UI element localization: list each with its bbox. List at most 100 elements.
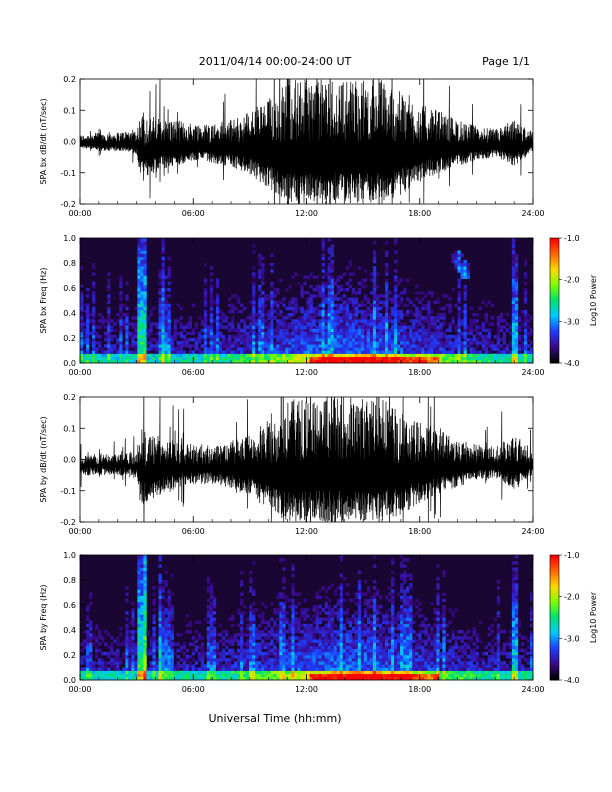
spectrogram-cell [345,633,350,637]
spectrogram-cell [270,328,274,333]
spectrogram-cell [321,309,325,314]
spectrogram-cell [418,338,422,342]
spectrogram-cell [240,341,244,345]
spectrogram-cell [333,338,337,342]
spectrogram-cell [119,350,123,354]
spectrogram-cell [258,661,262,665]
spectrogram-cell [375,294,380,298]
spectrogram-cell [86,359,90,364]
spectrogram-cell [342,598,347,603]
spectrogram-cell [212,667,217,671]
spectrogram-cell [366,322,371,326]
spectrogram-cell [445,350,449,354]
spectrogram-cell [333,353,337,358]
spectrogram-cell [321,673,325,678]
spectrogram-cell [194,676,199,681]
spectrogram-cell [119,670,123,675]
spectrogram-cell [158,359,162,364]
spectrogram-cell [182,670,186,675]
spectrogram-cell [372,241,377,245]
spectrogram-cell [107,325,111,329]
spectrogram-cell [152,620,156,625]
spectrogram-cell [258,359,262,364]
spectrogram-cell [243,350,247,354]
spectrogram-cell [351,630,356,634]
spectrogram-cell [378,313,383,317]
spectrogram-cell [342,313,347,317]
spectrogram-cell [240,334,244,339]
spectrogram-cell [209,633,214,637]
spectrogram-cell [240,338,244,342]
spectrogram-cell [388,667,392,671]
spectrogram-cell [306,614,310,618]
spectrogram-cell [487,328,492,333]
spectrogram-cell [140,648,144,653]
spectrogram-cell [282,350,286,354]
spectrogram-cell [478,353,482,358]
spectrogram-cell [448,359,452,364]
spectrogram-cell [348,642,353,646]
spectrogram-cell [267,316,271,320]
spectrogram-cell [375,673,380,678]
spectrogram-cell [104,338,108,342]
spectrogram-cell [517,344,522,348]
spectrogram-cell [499,313,504,317]
spectrogram-cell [300,347,304,351]
spectrogram-cell [523,272,528,276]
spectrogram-cell [140,614,144,618]
spectrogram-cell [173,651,177,656]
spectrogram-cell [107,297,111,301]
spectrogram-cell [270,319,274,323]
spectrogram-cell [315,334,319,339]
spectrogram-cell [412,325,416,329]
spectrogram-cell [143,250,147,254]
spectrogram-cell [282,595,286,600]
spectrogram-cell [345,322,350,326]
spectrogram-cell [366,614,371,618]
spectrogram-cell [101,316,105,320]
spectrogram-cell [143,259,147,264]
spectrogram-cell [164,331,168,336]
spectrogram-cell [170,592,174,596]
spectrogram-cell [95,331,99,336]
spectrogram-cell [306,291,310,295]
spectrogram-cell [240,614,244,618]
spectrogram-cell [143,558,147,562]
spectrogram-cell [197,676,202,681]
spectrogram-cell [170,344,174,348]
spectrogram-cell [255,670,259,675]
spectrogram-cell [312,334,316,339]
spectrogram-cell [188,673,193,678]
spectrogram-cell [457,350,461,354]
spectrogram-cell [80,359,84,364]
spectrogram-cell [134,664,138,668]
y-tick-label: 0.2 [63,75,76,84]
spectrogram-cell [261,344,265,348]
spectrogram-cell [188,322,193,326]
spectrogram-cell [273,303,277,308]
spectrogram-cell [143,338,147,342]
spectrogram-cell [388,344,392,348]
spectrogram-cell [161,275,165,279]
spectrogram-cell [258,633,262,637]
spectrogram-cell [400,356,404,361]
spectrogram-cell [439,334,443,339]
spectrogram-cell [394,316,398,320]
spectrogram-cell [173,338,177,342]
spectrogram-cell [330,341,334,345]
spectrogram-cell [345,608,350,612]
spectrogram-cell [297,673,301,678]
spectrogram-cell [333,309,337,314]
spectrogram-cell [158,347,162,351]
spectrogram-cell [318,353,322,358]
spectrogram-cell [375,636,380,640]
spectrogram-cell [176,667,180,671]
spectrogram-cell [378,611,383,615]
spectrogram-cell [433,341,437,345]
spectrogram-cell [388,676,392,681]
spectrogram-cell [215,642,220,646]
spectrogram-cell [294,661,298,665]
spectrogram-cell [140,620,144,625]
spectrogram-cell [92,636,96,640]
spectrogram-cell [243,325,247,329]
